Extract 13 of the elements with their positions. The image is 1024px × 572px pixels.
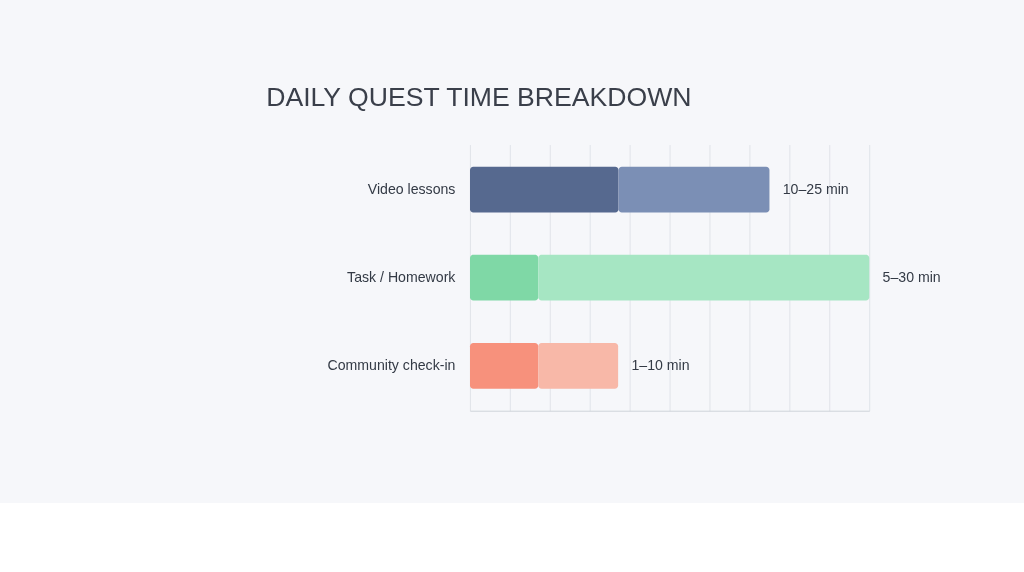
bar: [618, 166, 770, 213]
bar: [469, 254, 539, 301]
bar: [469, 342, 539, 389]
bar: [538, 342, 619, 389]
y-tick-label: Community check-in: [327, 357, 456, 373]
total-label: 5–30 min: [882, 268, 941, 285]
bar: [538, 254, 870, 301]
y-tick-label: Task / Homework: [347, 268, 457, 285]
total-label: 1–10 min: [631, 357, 690, 373]
chart-title: DAILY QUEST TIME BREAKDOWN: [266, 81, 692, 112]
total-label: 10–25 min: [782, 180, 849, 197]
y-tick-label: Video lessons: [367, 180, 456, 197]
bar: [469, 166, 619, 213]
